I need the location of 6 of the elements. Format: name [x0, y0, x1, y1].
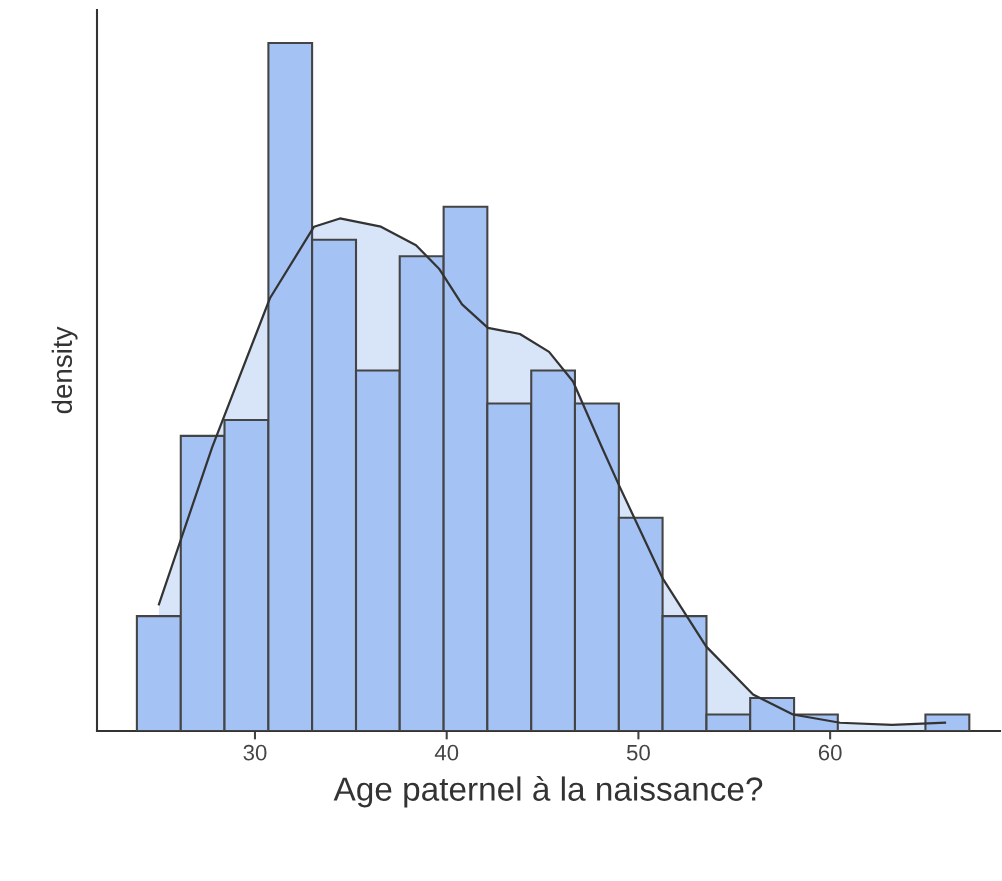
x-tick-label: 50 [626, 744, 650, 761]
x-tick-label: 60 [818, 744, 842, 761]
x-axis-title: Age paternel à la naissance? [333, 776, 763, 808]
y-axis-title: density [51, 326, 78, 414]
x-tick-label: 30 [243, 744, 267, 761]
x-tick-label: 40 [434, 744, 459, 761]
